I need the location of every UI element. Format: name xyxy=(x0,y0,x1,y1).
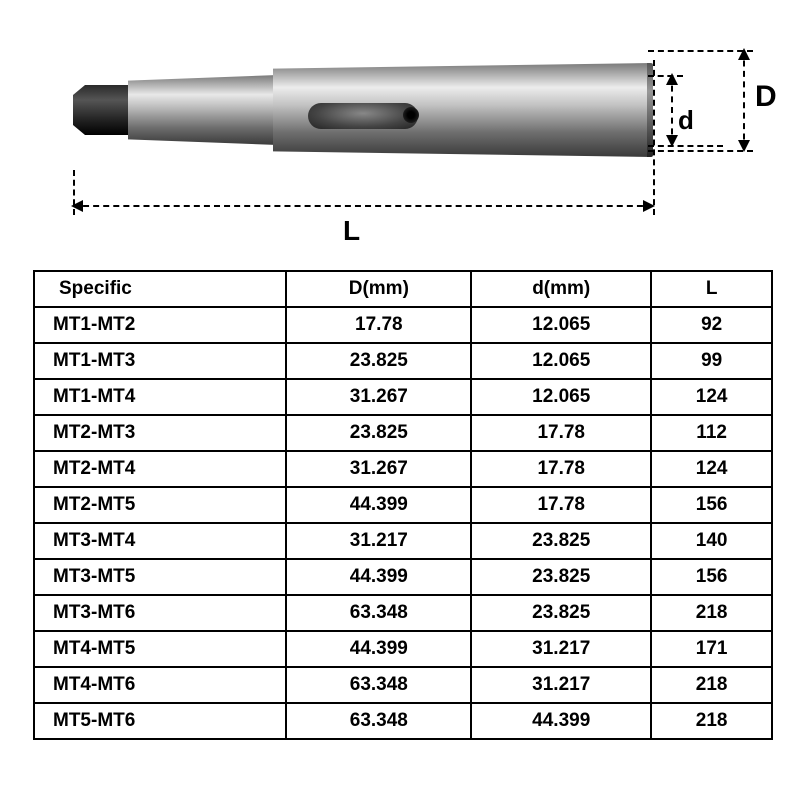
cell-L: 218 xyxy=(651,703,772,739)
cell-D: 44.399 xyxy=(286,631,471,667)
cell-specific: MT3-MT6 xyxy=(34,595,286,631)
cell-L: 124 xyxy=(651,451,772,487)
spec-table: Specific D(mm) d(mm) L MT1-MT217.7812.06… xyxy=(33,270,773,740)
cell-D: 31.217 xyxy=(286,523,471,559)
table-row: MT3-MT431.21723.825140 xyxy=(34,523,772,559)
table-head: Specific D(mm) d(mm) L xyxy=(34,271,772,307)
cell-d: 12.065 xyxy=(471,307,651,343)
sleeve-illustration xyxy=(73,55,653,165)
cell-specific: MT4-MT6 xyxy=(34,667,286,703)
cell-L: 112 xyxy=(651,415,772,451)
table-row: MT1-MT323.82512.06599 xyxy=(34,343,772,379)
table-row: MT1-MT431.26712.065124 xyxy=(34,379,772,415)
table-body: MT1-MT217.7812.06592MT1-MT323.82512.0659… xyxy=(34,307,772,739)
cell-specific: MT5-MT6 xyxy=(34,703,286,739)
cell-D: 23.825 xyxy=(286,343,471,379)
cell-d: 44.399 xyxy=(471,703,651,739)
cell-L: 171 xyxy=(651,631,772,667)
cell-D: 17.78 xyxy=(286,307,471,343)
table-row: MT2-MT323.82517.78112 xyxy=(34,415,772,451)
cell-specific: MT2-MT4 xyxy=(34,451,286,487)
cell-D: 63.348 xyxy=(286,595,471,631)
cell-L: 218 xyxy=(651,595,772,631)
cell-D: 63.348 xyxy=(286,667,471,703)
table-row: MT4-MT663.34831.217218 xyxy=(34,667,772,703)
cell-d: 17.78 xyxy=(471,415,651,451)
cell-specific: MT1-MT3 xyxy=(34,343,286,379)
cell-d: 17.78 xyxy=(471,487,651,523)
table-row: MT4-MT544.39931.217171 xyxy=(34,631,772,667)
dimension-diagram: L d D xyxy=(43,20,763,250)
slot-hole xyxy=(403,107,419,123)
cell-D: 63.348 xyxy=(286,703,471,739)
cell-d: 23.825 xyxy=(471,523,651,559)
cell-L: 92 xyxy=(651,307,772,343)
cell-D: 23.825 xyxy=(286,415,471,451)
table-row: MT2-MT431.26717.78124 xyxy=(34,451,772,487)
cell-specific: MT3-MT5 xyxy=(34,559,286,595)
cell-L: 124 xyxy=(651,379,772,415)
drift-slot xyxy=(308,103,418,129)
cell-D: 31.267 xyxy=(286,451,471,487)
cell-d: 17.78 xyxy=(471,451,651,487)
cell-L: 156 xyxy=(651,487,772,523)
dimension-L xyxy=(73,205,653,207)
table-row: MT3-MT663.34823.825218 xyxy=(34,595,772,631)
cell-d: 12.065 xyxy=(471,379,651,415)
page-root: L d D Specific D(mm) d(mm) L MT1-MT217.7… xyxy=(0,0,806,770)
cell-specific: MT1-MT2 xyxy=(34,307,286,343)
col-D: D(mm) xyxy=(286,271,471,307)
label-d: d xyxy=(678,105,694,136)
table-row: MT1-MT217.7812.06592 xyxy=(34,307,772,343)
cell-L: 156 xyxy=(651,559,772,595)
label-L: L xyxy=(343,215,360,247)
cell-d: 23.825 xyxy=(471,595,651,631)
cell-L: 140 xyxy=(651,523,772,559)
cell-D: 44.399 xyxy=(286,559,471,595)
cell-D: 31.267 xyxy=(286,379,471,415)
tang-end xyxy=(73,85,133,135)
table-row: MT3-MT544.39923.825156 xyxy=(34,559,772,595)
cell-d: 23.825 xyxy=(471,559,651,595)
cell-specific: MT2-MT5 xyxy=(34,487,286,523)
cell-specific: MT1-MT4 xyxy=(34,379,286,415)
cell-L: 218 xyxy=(651,667,772,703)
dimension-d xyxy=(671,75,673,145)
label-D: D xyxy=(755,80,777,114)
col-L: L xyxy=(651,271,772,307)
ext-line xyxy=(648,145,723,147)
cell-D: 44.399 xyxy=(286,487,471,523)
cell-L: 99 xyxy=(651,343,772,379)
header-row: Specific D(mm) d(mm) L xyxy=(34,271,772,307)
cell-d: 31.217 xyxy=(471,631,651,667)
col-specific: Specific xyxy=(34,271,286,307)
ext-line xyxy=(653,60,655,215)
cell-specific: MT2-MT3 xyxy=(34,415,286,451)
cell-d: 12.065 xyxy=(471,343,651,379)
table-row: MT5-MT663.34844.399218 xyxy=(34,703,772,739)
cell-specific: MT4-MT5 xyxy=(34,631,286,667)
cell-d: 31.217 xyxy=(471,667,651,703)
taper-shank xyxy=(128,75,278,145)
cell-specific: MT3-MT4 xyxy=(34,523,286,559)
table-row: MT2-MT544.39917.78156 xyxy=(34,487,772,523)
col-d: d(mm) xyxy=(471,271,651,307)
